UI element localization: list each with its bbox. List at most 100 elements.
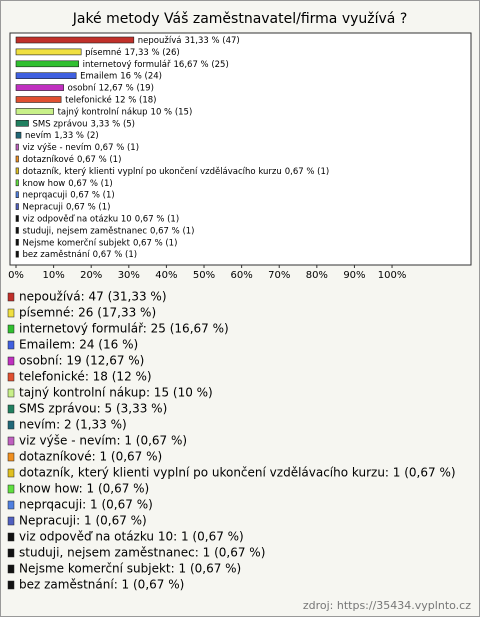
bar-label: nevím 1,33 % (2): [25, 131, 99, 141]
x-tick-label: 50%: [193, 270, 215, 281]
bar: [15, 155, 19, 163]
legend-label: nepoužívá: 47 (31,33 %): [19, 290, 167, 304]
value-label: 0,67 % (1): [95, 143, 139, 153]
legend-label: SMS zprávou: 5 (3,33 %): [19, 402, 167, 416]
bar-category: nepoužívá: [138, 36, 182, 46]
legend-label: know how: 1 (0,67 %): [19, 482, 149, 496]
bar-label: neprqacuji 0,67 % (1): [23, 190, 115, 200]
bar-category: internetový formulář: [83, 59, 171, 69]
legend-label: bez zaměstnání: 1 (0,67 %): [19, 578, 184, 592]
legend-swatch: [7, 500, 15, 510]
legend-swatch: [7, 372, 15, 382]
bar-category: Emailem: [80, 71, 117, 81]
value-label: 0,67 % (1): [70, 190, 114, 200]
bar: [15, 250, 19, 258]
x-tick-label: 30%: [118, 270, 140, 281]
bar-label: dotazník, který klienti vyplní po ukonče…: [23, 165, 330, 176]
value-label: 16 % (24): [120, 71, 162, 81]
value-label: 0,67 % (1): [77, 155, 121, 165]
x-tick-label: 10%: [42, 270, 64, 281]
bar: [15, 239, 19, 246]
legend-swatch: [7, 356, 15, 366]
bar-category: bez zaměstnání: [23, 250, 91, 260]
bar: [15, 191, 19, 198]
legend-swatch: [7, 564, 15, 574]
bar-label: internetový formulář 16,67 % (25): [83, 59, 229, 69]
x-tick-label: 60%: [231, 270, 253, 281]
bar-label: studuji, nejsem zaměstnanec 0,67 % (1): [23, 226, 195, 236]
bar: [15, 215, 19, 222]
bar-label: know how 0,67 % (1): [23, 178, 113, 188]
bar: [15, 96, 62, 103]
value-label: 12 % (18): [115, 95, 157, 105]
bar-category: dotazník, který klienti vyplní po ukonče…: [23, 165, 282, 176]
bar-category: písemné: [85, 46, 121, 57]
bar-label: viz odpověď na otázku 10 0,67 % (1): [23, 214, 180, 224]
bar: [15, 108, 54, 115]
legend-swatch: [7, 452, 15, 462]
bar-label: Nejsme komerční subjekt 0,67 % (1): [23, 237, 178, 248]
bar: [15, 48, 82, 56]
legend-swatch: [7, 308, 15, 318]
bar-label: tajný kontrolní nákup 10 % (15): [58, 107, 193, 117]
bar-label: viz výše - nevím 0,67 % (1): [23, 142, 140, 153]
bar-category: studuji, nejsem zaměstnanec: [23, 226, 148, 236]
bar: [15, 72, 77, 79]
bar-category: nevím: [25, 131, 51, 141]
legend-label: telefonické: 18 (12 %): [19, 370, 152, 384]
x-tick-label: 100%: [378, 270, 407, 281]
bar: [15, 227, 19, 234]
legend-label: viz výše - nevím: 1 (0,67 %): [19, 434, 187, 448]
bar-category: know how: [23, 178, 66, 188]
bar-category: viz výše - nevím: [23, 142, 92, 153]
bar-category: telefonické: [65, 94, 112, 105]
legend-swatch: [7, 532, 15, 542]
value-label: 3,33 % (5): [91, 119, 135, 129]
legend-label: viz odpověď na otázku 10: 1 (0,67 %): [19, 530, 244, 544]
value-label: 0,67 % (1): [133, 238, 177, 248]
bar-label: Emailem 16 % (24): [80, 71, 162, 81]
legend-swatch: [7, 292, 15, 302]
bar: [15, 167, 19, 175]
bar: [15, 203, 19, 210]
legend-swatch: [7, 484, 15, 494]
bar: [15, 131, 22, 139]
legend-label: písemné: 26 (17,33 %): [19, 306, 156, 320]
bar-category: Nepracuji: [23, 202, 63, 212]
value-label: 12,67 % (19): [99, 83, 154, 93]
bar: [15, 179, 19, 187]
x-tick-label: 20%: [80, 270, 102, 281]
bar: [15, 60, 79, 68]
bar: [15, 120, 29, 127]
legend-swatch: [7, 468, 15, 478]
chart-title: Jaké metody Váš zaměstnavatel/firma využ…: [72, 11, 408, 27]
legend-label: Nejsme komerční subjekt: 1 (0,67 %): [19, 562, 241, 576]
source: zdroj: https://35434.vyplnto.cz: [303, 599, 471, 612]
bar-category: SMS zprávou: [33, 119, 88, 129]
bar-label: nepoužívá 31,33 % (47): [138, 36, 240, 46]
bar-label: bez zaměstnání 0,67 % (1): [23, 250, 138, 260]
bar-category: tajný kontrolní nákup: [58, 107, 148, 117]
legend-swatch: [7, 548, 15, 558]
legend-label: nevím: 2 (1,33 %): [19, 418, 127, 432]
bar-category: neprqacuji: [23, 190, 68, 200]
bar-label: písemné 17,33 % (26): [85, 46, 180, 57]
bar: [15, 84, 64, 91]
legend-label: Nepracuji: 1 (0,67 %): [19, 514, 147, 528]
legend-label: internetový formulář: 25 (16,67 %): [19, 322, 229, 336]
legend-swatch: [7, 404, 15, 414]
bar-label: dotazníkové 0,67 % (1): [23, 154, 122, 165]
value-label: 0,67 % (1): [285, 166, 329, 176]
bar: [15, 36, 135, 44]
legend-label: neprqacuji: 1 (0,67 %): [19, 498, 153, 512]
bar-label: SMS zprávou 3,33 % (5): [33, 119, 135, 129]
bar-category: osobní: [68, 83, 97, 93]
legend-label: dotazník, který klienti vyplní po ukonče…: [19, 466, 456, 480]
value-label: 1,33 % (2): [54, 131, 98, 141]
x-tick-label: 0%: [8, 270, 24, 281]
value-label: 0,67 % (1): [150, 226, 194, 236]
bar-category: viz odpověď na otázku 10: [23, 214, 132, 224]
plot-area: [9, 32, 472, 266]
value-label: 0,67 % (1): [66, 202, 110, 212]
